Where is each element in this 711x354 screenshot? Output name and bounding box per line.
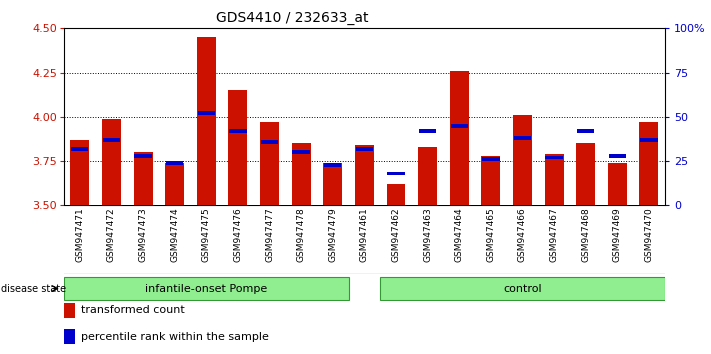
Text: GSM947479: GSM947479 <box>328 207 337 262</box>
Text: GSM947477: GSM947477 <box>265 207 274 262</box>
Bar <box>576 143 595 205</box>
Text: GSM947468: GSM947468 <box>581 207 590 262</box>
Bar <box>481 156 501 205</box>
Bar <box>387 172 405 175</box>
Bar <box>545 154 564 205</box>
Bar <box>165 163 184 205</box>
Text: GSM947462: GSM947462 <box>392 207 400 262</box>
Bar <box>324 163 341 166</box>
Text: GSM947475: GSM947475 <box>202 207 210 262</box>
Bar <box>577 129 594 133</box>
Bar <box>450 71 469 205</box>
Bar <box>102 138 120 142</box>
Bar <box>64 329 75 344</box>
Text: GSM947478: GSM947478 <box>296 207 306 262</box>
Text: GSM947471: GSM947471 <box>75 207 85 262</box>
Bar <box>71 147 88 151</box>
Bar <box>387 184 405 205</box>
Bar <box>197 37 215 205</box>
Text: control: control <box>503 284 542 293</box>
Bar <box>482 158 500 161</box>
Bar <box>355 145 374 205</box>
Text: GSM947474: GSM947474 <box>170 207 179 262</box>
Text: percentile rank within the sample: percentile rank within the sample <box>81 332 269 342</box>
Bar <box>324 163 342 205</box>
Text: GSM947476: GSM947476 <box>233 207 242 262</box>
Bar <box>166 161 183 165</box>
Bar <box>261 140 278 144</box>
Bar <box>514 136 531 140</box>
Bar <box>419 129 437 133</box>
Bar <box>64 278 348 299</box>
Text: GDS4410 / 232633_at: GDS4410 / 232633_at <box>216 11 368 25</box>
Bar <box>292 143 311 205</box>
Text: GSM947472: GSM947472 <box>107 207 116 262</box>
Bar <box>380 278 665 299</box>
Bar <box>292 150 310 154</box>
Bar <box>513 115 532 205</box>
Text: GSM947465: GSM947465 <box>486 207 496 262</box>
Bar <box>639 122 658 205</box>
Bar <box>641 138 658 142</box>
Text: GSM947461: GSM947461 <box>360 207 369 262</box>
Bar <box>260 122 279 205</box>
Bar <box>451 124 468 128</box>
Bar <box>102 119 121 205</box>
Text: GSM947464: GSM947464 <box>455 207 464 262</box>
Bar <box>229 129 247 133</box>
Bar <box>70 140 90 205</box>
Text: GSM947466: GSM947466 <box>518 207 527 262</box>
Text: disease state: disease state <box>1 284 66 293</box>
Bar <box>609 154 626 158</box>
Bar <box>545 156 563 160</box>
Bar <box>134 154 151 158</box>
Text: GSM947469: GSM947469 <box>613 207 622 262</box>
Text: GSM947467: GSM947467 <box>550 207 559 262</box>
Bar <box>608 163 627 205</box>
Text: GSM947473: GSM947473 <box>139 207 148 262</box>
Bar <box>418 147 437 205</box>
Bar <box>198 112 215 115</box>
Bar <box>356 147 373 151</box>
Text: GSM947463: GSM947463 <box>423 207 432 262</box>
Bar <box>228 90 247 205</box>
Text: transformed count: transformed count <box>81 305 185 315</box>
Text: infantile-onset Pompe: infantile-onset Pompe <box>145 284 267 293</box>
Text: GSM947470: GSM947470 <box>644 207 653 262</box>
Bar <box>134 152 153 205</box>
Bar <box>64 303 75 318</box>
